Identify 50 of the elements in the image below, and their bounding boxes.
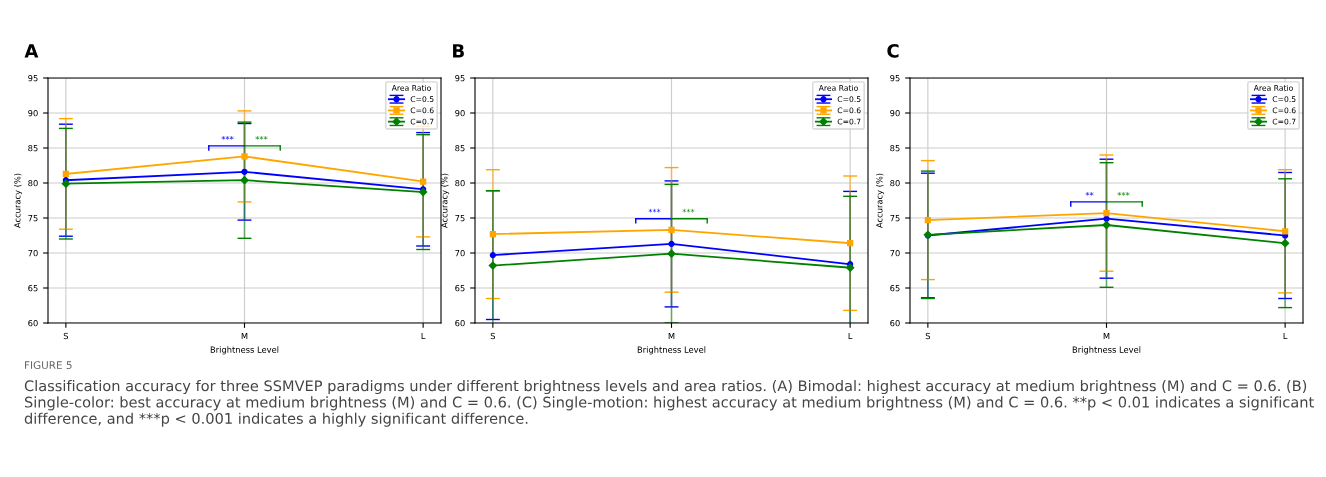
y-tick-label: 95 [455,74,465,82]
annotation: ** [1085,191,1094,196]
y-tick-label: 70 [28,249,38,257]
y-axis-title: Accuracy (%) [14,173,23,228]
x-tick-label: L [421,332,426,340]
y-tick-label: 60 [28,319,38,327]
y-tick-label: 65 [455,284,465,292]
y-tick-label: 85 [890,144,900,152]
y-tick-label: 90 [890,109,900,117]
y-axis-title: Accuracy (%) [876,173,885,228]
x-axis-title: Brightness Level [1072,346,1141,355]
chart-title: C [887,44,899,58]
annotation: *** [221,135,234,140]
y-tick-label: 95 [28,74,38,82]
y-tick-label: 90 [28,109,38,117]
y-tick-label: 80 [455,179,465,187]
annotation: *** [648,208,661,213]
y-tick-label: 60 [890,319,900,327]
x-tick-label: S [63,332,69,340]
text: Classification accuracy for three SSMVEP paradigms under different brightness levels and area ratios. (A) Bimodal: highest accuracy at medium brightness (M) and C = 0.6. (B) Single-color: best accuracy at medium brightness (M) and C = 0.6. (C) Single-motion: highest accuracy at medium brightness (M) and C = 0.6. **p < 0.01 indicates a significant difference, and ***p < 0.001 indicates a highly significant difference. [24,380,1314,427]
y-tick-label: 60 [455,319,465,327]
y-tick-label: 75 [455,215,465,222]
y-tick-label: 75 [28,215,38,222]
y-tick-label: 65 [890,284,900,292]
caption: FIGURE 5 [25,361,72,370]
y-tick-label: 70 [890,249,900,257]
y-tick-label: 65 [28,284,38,292]
x-axis-title: Brightness Level [210,346,279,355]
x-axis-title: Brightness Level [637,346,706,355]
y-tick-label: 70 [455,249,465,257]
annotation: *** [1117,191,1130,196]
x-tick-label: M [668,332,675,340]
y-tick-label: 85 [455,144,465,152]
y-axis-title: Accuracy (%) [441,173,450,228]
x-tick-label: M [1103,332,1110,340]
x-tick-label: S [490,332,496,340]
x-tick-label: S [925,332,931,340]
y-tick-label: 95 [890,74,900,82]
x-tick-label: L [1283,332,1288,340]
y-tick-label: 75 [890,215,900,222]
y-tick-label: 80 [890,179,900,187]
chart-title: B [453,44,464,58]
chart-title: A [24,44,39,58]
x-tick-label: L [848,332,853,340]
y-tick-label: 85 [28,144,38,152]
annotation: *** [255,135,268,140]
y-tick-label: 80 [28,179,38,187]
annotation: *** [682,208,695,213]
y-tick-label: 90 [455,109,465,117]
x-tick-label: M [241,332,248,340]
